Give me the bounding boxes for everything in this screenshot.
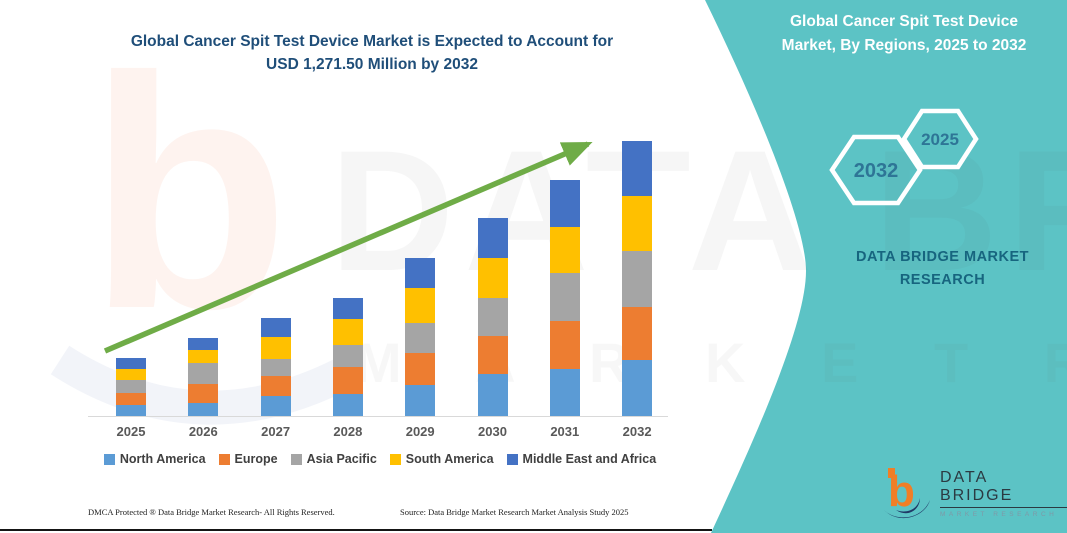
segment-south-america [332, 319, 363, 345]
segment-asia-pacific [188, 363, 219, 384]
segment-europe [188, 384, 219, 403]
segment-north-america [116, 405, 146, 416]
segment-asia-pacific [116, 380, 146, 393]
bottom-rule [0, 529, 712, 531]
legend-label: North America [119, 452, 206, 466]
x-tick-2025: 2025 [116, 424, 146, 439]
logo-text: DATA BRIDGE MARKET RESEARCH [939, 469, 1067, 518]
segment-north-america [332, 394, 363, 416]
segment-south-america [405, 288, 436, 323]
segment-north-america [549, 369, 580, 416]
segment-middle-east-and-africa [260, 318, 291, 337]
segment-middle-east-and-africa [332, 298, 363, 319]
segment-north-america [622, 360, 653, 416]
segment-europe [622, 307, 653, 360]
legend-swatch [506, 453, 518, 465]
segment-north-america [405, 385, 436, 416]
segment-south-america [622, 196, 653, 251]
footer-copyright: DMCA Protected ® Data Bridge Market Rese… [88, 507, 335, 517]
segment-south-america [549, 227, 580, 273]
plot-area [88, 120, 668, 417]
legend-item: North America [103, 452, 206, 466]
legend-swatch [389, 453, 401, 465]
segment-south-america [260, 337, 291, 359]
logo: b DATA BRIDGE MARKET RESEARCH [880, 466, 1067, 520]
x-tick-2032: 2032 [622, 424, 652, 439]
stacked-bar-2027 [260, 318, 291, 416]
legend-item: Asia Pacific [290, 452, 377, 466]
stacked-bar-2032 [622, 141, 653, 416]
segment-europe [332, 367, 363, 394]
legend: North America Europe Asia Pacific South Ame… [85, 452, 675, 466]
stacked-bar-2026 [188, 338, 219, 416]
side-panel-title: Global Cancer Spit Test Device Market, B… [781, 13, 1027, 55]
segment-north-america [188, 403, 219, 416]
legend-swatch [290, 453, 302, 465]
legend-label: Asia Pacific [306, 452, 377, 466]
segment-middle-east-and-africa [549, 180, 580, 227]
segment-middle-east-and-africa [405, 258, 436, 288]
x-tick-2027: 2027 [261, 424, 291, 439]
legend-label: South America [405, 452, 494, 466]
legend-item: Europe [218, 452, 278, 466]
legend-swatch [103, 453, 115, 465]
stacked-bar-2025 [116, 358, 146, 416]
logo-icon: b [883, 467, 930, 519]
stacked-bar-2031 [549, 180, 580, 416]
segment-asia-pacific [477, 298, 508, 336]
segment-europe [116, 393, 146, 405]
footer-source: Source: Data Bridge Market Research Mark… [400, 507, 629, 517]
stacked-bar-2029 [405, 258, 436, 416]
legend-item: Middle East and Africa [506, 452, 657, 466]
segment-middle-east-and-africa [622, 141, 653, 196]
x-tick-2029: 2029 [405, 424, 435, 439]
logo-tagline: MARKET RESEARCH [939, 510, 1058, 518]
x-axis-line [88, 416, 668, 417]
stacked-bar-2028 [332, 298, 363, 416]
segment-asia-pacific [332, 345, 363, 367]
x-axis: 2025 2026 2027 2028 2029 2030 2031 2032 [88, 424, 668, 444]
segment-north-america [477, 374, 508, 416]
segment-asia-pacific [405, 323, 436, 353]
segment-south-america [116, 369, 146, 380]
segment-asia-pacific [622, 251, 653, 307]
segment-europe [477, 336, 508, 374]
segment-middle-east-and-africa [188, 338, 219, 350]
x-tick-2026: 2026 [188, 424, 218, 439]
segment-middle-east-and-africa [477, 218, 508, 258]
segment-europe [549, 321, 580, 369]
chart-title: Global Cancer Spit Test Device Market is… [130, 33, 614, 74]
segment-asia-pacific [549, 273, 580, 321]
segment-europe [260, 376, 291, 396]
segment-north-america [260, 396, 291, 416]
x-tick-2028: 2028 [333, 424, 363, 439]
segment-south-america [477, 258, 508, 298]
logo-name: DATA BRIDGE [939, 469, 1067, 508]
legend-label: Middle East and Africa [522, 452, 657, 466]
segment-europe [405, 353, 436, 385]
x-tick-2031: 2031 [550, 424, 580, 439]
legend-label: Europe [234, 452, 278, 466]
legend-swatch [218, 453, 230, 465]
segment-middle-east-and-africa [116, 358, 146, 369]
segment-asia-pacific [260, 359, 291, 376]
segment-south-america [188, 350, 219, 363]
legend-item: South America [389, 452, 494, 466]
x-tick-2030: 2030 [478, 424, 507, 439]
brand-text: DATA BRIDGE MARKET RESEARCH [855, 249, 1030, 289]
trend-arrow [103, 141, 593, 354]
stacked-bar-2030 [477, 218, 508, 416]
